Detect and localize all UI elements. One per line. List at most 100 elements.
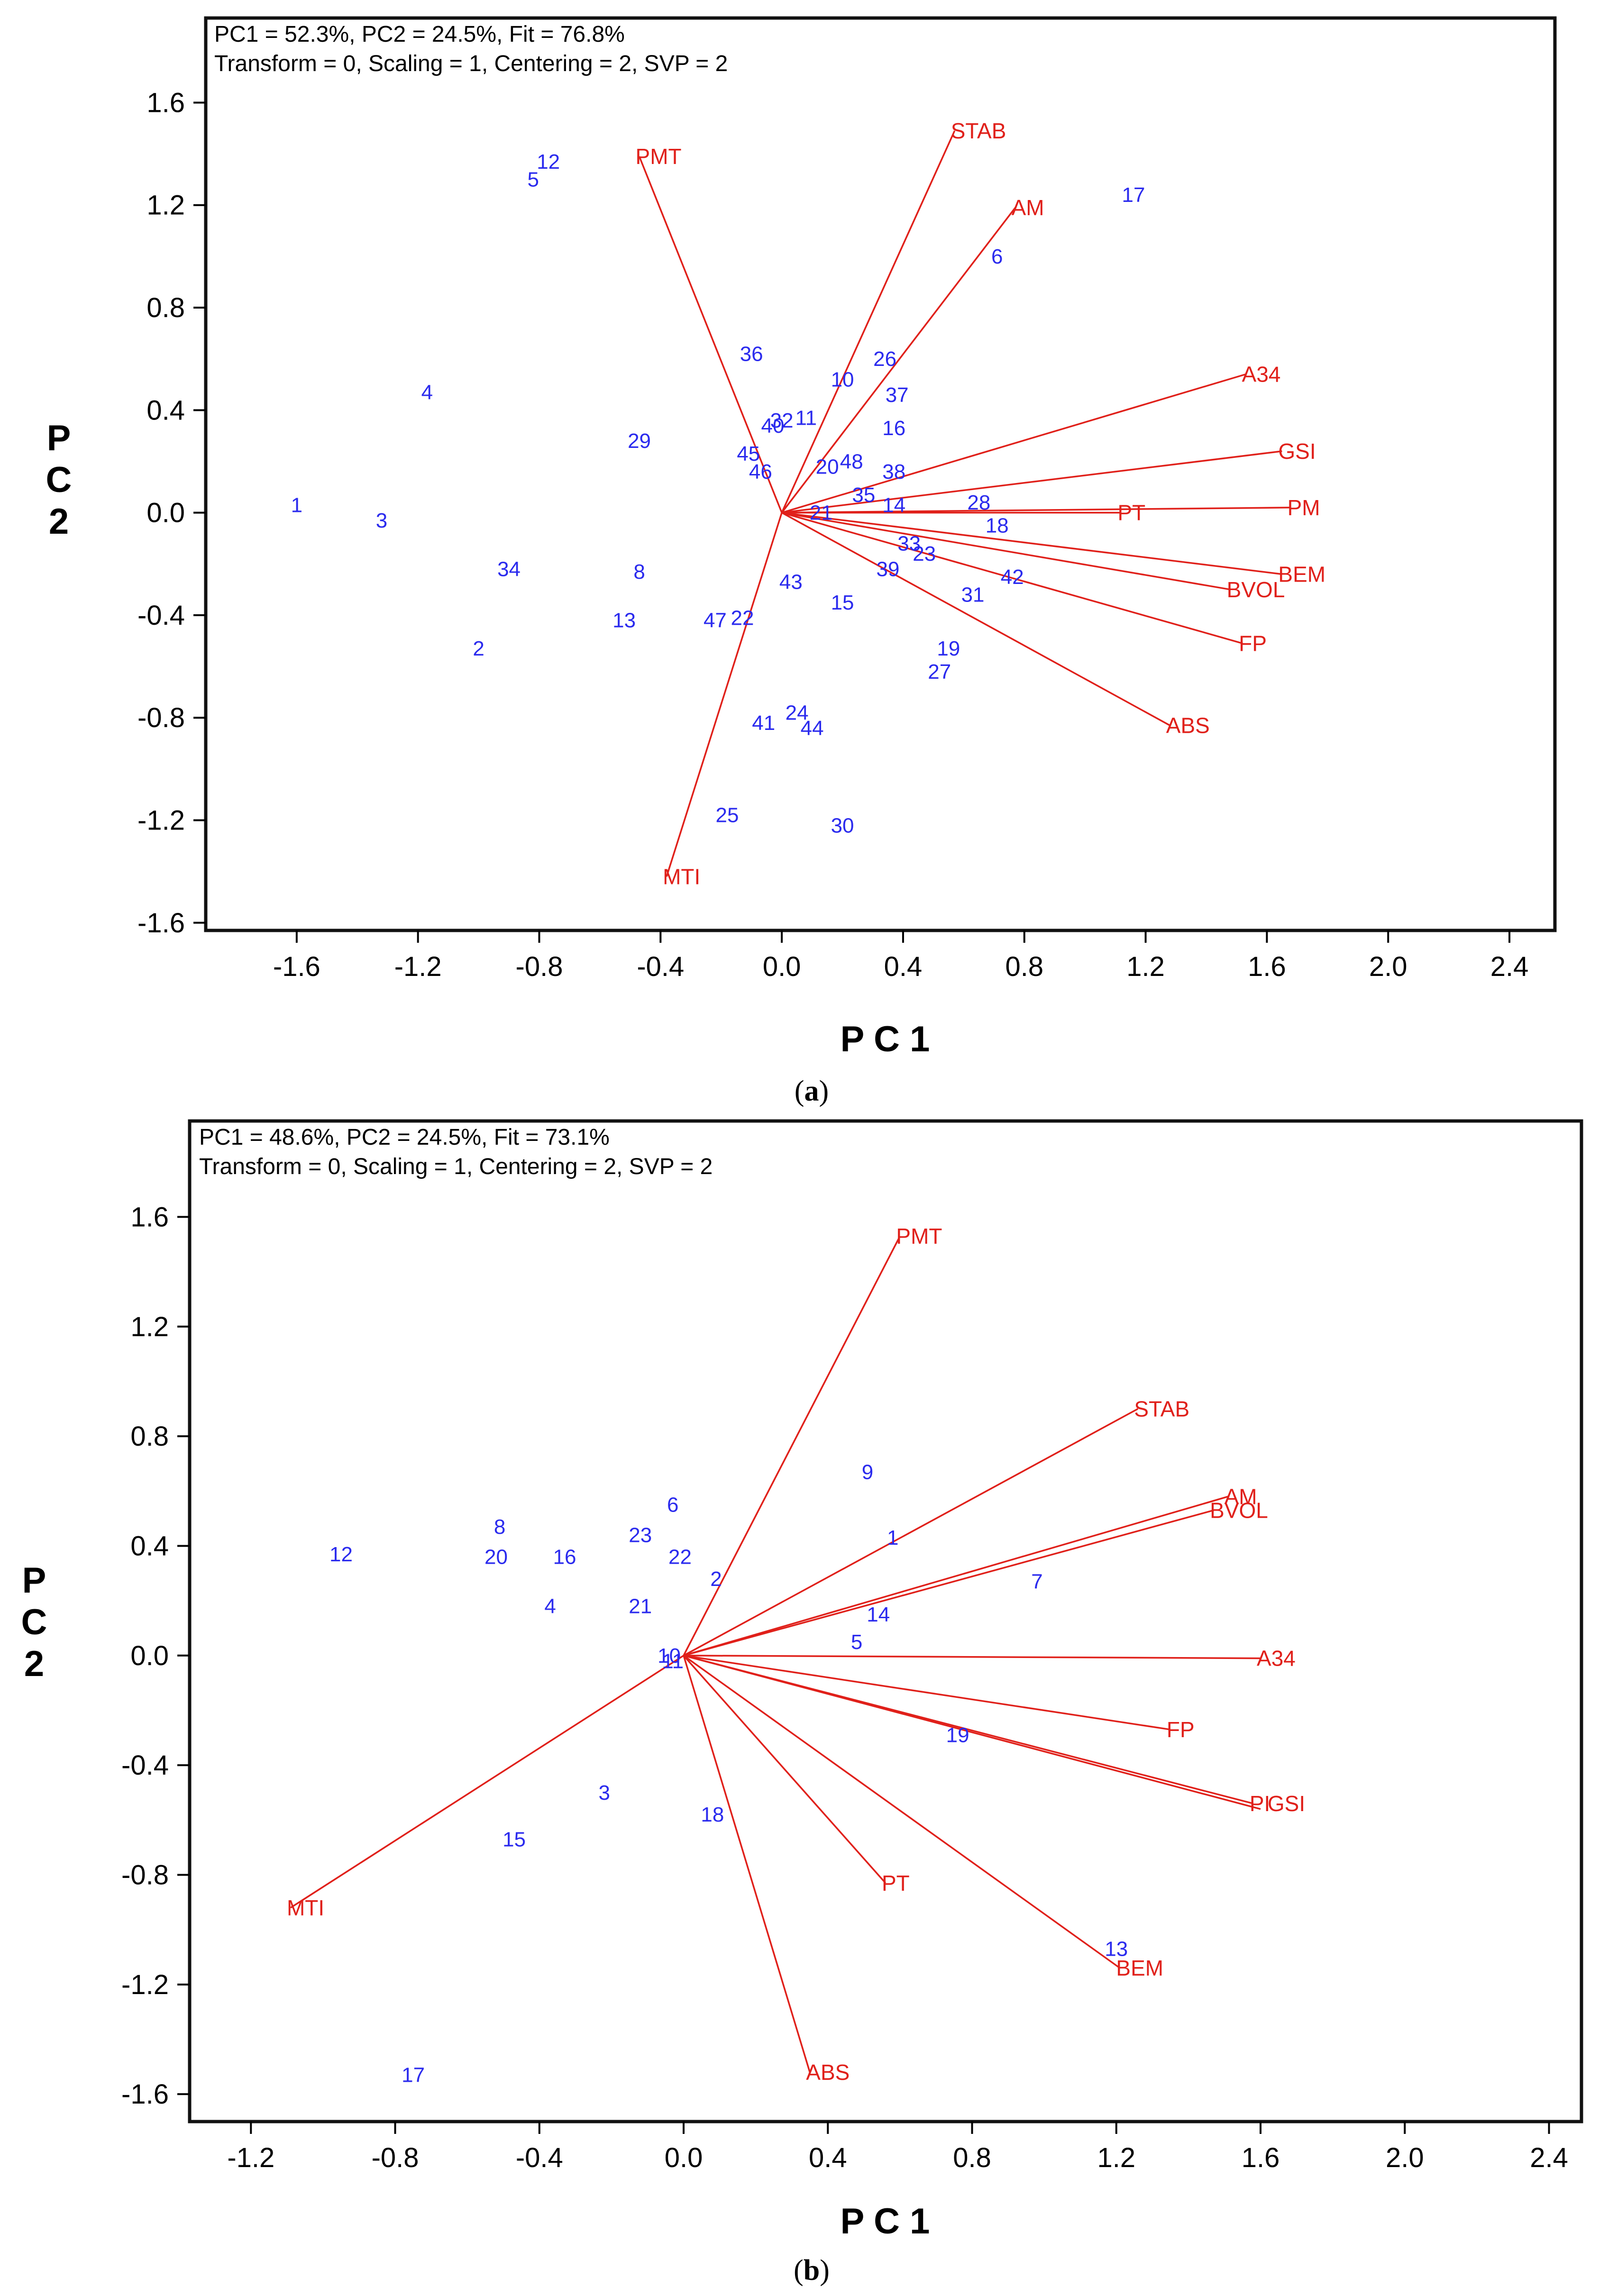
point-5: 5 [851, 1631, 862, 1654]
point-8: 8 [494, 1515, 505, 1539]
point-31: 31 [961, 583, 985, 607]
vector-line-am [683, 1495, 1229, 1657]
point-16: 16 [553, 1546, 576, 1569]
point-22: 22 [731, 606, 754, 629]
point-42: 42 [1001, 565, 1024, 589]
vector-label-am: AM [1012, 195, 1044, 220]
vector-label-bvol: BVOL [1210, 1498, 1268, 1522]
y-tick-label: 0.8 [130, 1421, 169, 1452]
vector-line-bvol [683, 1509, 1214, 1657]
y-tick-label: -0.4 [137, 600, 185, 631]
y-tick-label: -0.8 [121, 1859, 169, 1890]
vector-line-stab [683, 1408, 1139, 1657]
point-41: 41 [752, 711, 775, 735]
vector-label-fp: FP [1239, 631, 1267, 656]
point-47: 47 [704, 609, 727, 632]
point-13: 13 [612, 609, 636, 632]
y-tick-label: 1.6 [146, 87, 185, 118]
vector-label-a34: A34 [1242, 362, 1281, 387]
x-tick-label: 1.2 [1097, 2142, 1135, 2173]
vector-line-stab [781, 130, 956, 513]
x-tick-label: -0.4 [637, 951, 684, 982]
point-27: 27 [928, 660, 951, 683]
x-tick-label: -0.8 [516, 951, 563, 982]
vector-line-bvol [781, 511, 1231, 591]
point-1: 1 [291, 493, 302, 517]
vector-line-a34 [781, 373, 1246, 514]
panel-a-y-axis-title-line-3: 2 [49, 501, 69, 542]
panel-a-plot-frame [204, 16, 1557, 932]
point-4: 4 [544, 1595, 556, 1618]
point-16: 16 [882, 417, 905, 440]
y-tick-label: 0.8 [146, 292, 185, 323]
x-tick-label: 1.6 [1242, 2142, 1280, 2173]
vector-line-mti [290, 1655, 684, 1909]
x-tick-label: 2.0 [1369, 951, 1407, 982]
point-38: 38 [882, 460, 905, 483]
vector-line-bem [683, 1655, 1121, 1969]
y-tick-label: 1.2 [146, 190, 185, 221]
y-tick-label: -0.4 [121, 1750, 169, 1781]
vector-label-a34: A34 [1257, 1646, 1296, 1671]
panel-b-x-ticks: -1.2 -0.8 -0.4 0.0 0.4 0.8 1.2 1.6 2.0 2.4 [227, 2122, 1568, 2173]
vector-label-pmt: PMT [896, 1224, 942, 1248]
y-tick-label: -1.6 [137, 908, 185, 938]
vector-line-bem [781, 511, 1282, 575]
panel-a-caption-letter: a [804, 1075, 819, 1107]
point-13: 13 [1105, 1938, 1128, 1961]
vector-line-am [781, 207, 1016, 513]
panel-b-y-axis-title-line-3: 2 [24, 1644, 44, 1684]
point-15: 15 [831, 591, 854, 614]
point-21: 21 [629, 1595, 652, 1618]
vector-label-pt: PT [1117, 501, 1145, 525]
point-6: 6 [667, 1494, 678, 1517]
panel-a-points: 1234568101112131415161718192021222324252… [291, 150, 1145, 837]
point-36: 36 [740, 342, 763, 365]
panel-b-x-axis-title: P C 1 [841, 2201, 930, 2241]
vector-label-bem: BEM [1278, 562, 1325, 586]
panel-b-y-ticks: 1.6 1.2 0.8 0.4 0.0 -0.4 -0.8 -1.2 -1.6 [121, 1202, 190, 2110]
vector-label-bvol: BVOL [1227, 577, 1285, 602]
x-tick-label: -1.2 [394, 951, 442, 982]
y-tick-label: 0.0 [146, 498, 185, 528]
point-2: 2 [473, 637, 484, 660]
x-tick-label: 2.0 [1386, 2142, 1424, 2173]
y-tick-label: 0.4 [130, 1531, 169, 1561]
point-11: 11 [662, 1649, 684, 1673]
point-45: 45 [737, 442, 760, 465]
x-tick-label: 2.4 [1530, 2142, 1568, 2173]
y-tick-label: -1.6 [121, 2079, 169, 2110]
vector-label-gsi: GSI [1268, 1791, 1305, 1816]
panel-b-fit-info: PC1 = 48.6%, PC2 = 24.5%, Fit = 73.1% [199, 1125, 610, 1150]
vector-label-stab: STAB [1134, 1396, 1189, 1421]
point-7: 7 [1031, 1570, 1042, 1594]
panel-a-fit-info: PC1 = 52.3%, PC2 = 24.5%, Fit = 76.8% [214, 22, 625, 47]
y-tick-label: -0.8 [137, 702, 185, 733]
vector-label-pi: PI [1250, 1791, 1270, 1816]
x-tick-label: -1.2 [227, 2142, 274, 2173]
point-1: 1 [887, 1526, 898, 1549]
x-tick-label: 2.4 [1490, 951, 1529, 982]
point-3: 3 [376, 509, 387, 532]
point-28: 28 [967, 491, 990, 514]
vector-line-gsi [683, 1655, 1261, 1810]
point-39: 39 [877, 558, 900, 581]
vector-label-abs: ABS [806, 2060, 850, 2085]
point-3: 3 [598, 1781, 610, 1804]
panel-a-y-axis-title-line-1: P [47, 418, 71, 458]
x-tick-label: 1.6 [1248, 951, 1286, 982]
point-18: 18 [986, 514, 1009, 538]
point-14: 14 [882, 493, 905, 517]
point-22: 22 [668, 1546, 692, 1569]
x-tick-label: 0.4 [884, 951, 923, 982]
panel-b-biplot: PC1 = 48.6%, PC2 = 24.5%, Fit = 73.1% Tr… [21, 1119, 1583, 2287]
panel-a-biplot: PC1 = 52.3%, PC2 = 24.5%, Fit = 76.8% Tr… [46, 16, 1557, 1107]
point-12: 12 [537, 150, 560, 173]
point-15: 15 [503, 1828, 526, 1851]
vector-line-a34 [684, 1655, 1261, 1659]
point-30: 30 [831, 814, 854, 837]
panel-a-x-axis-title: P C 1 [841, 1019, 930, 1059]
